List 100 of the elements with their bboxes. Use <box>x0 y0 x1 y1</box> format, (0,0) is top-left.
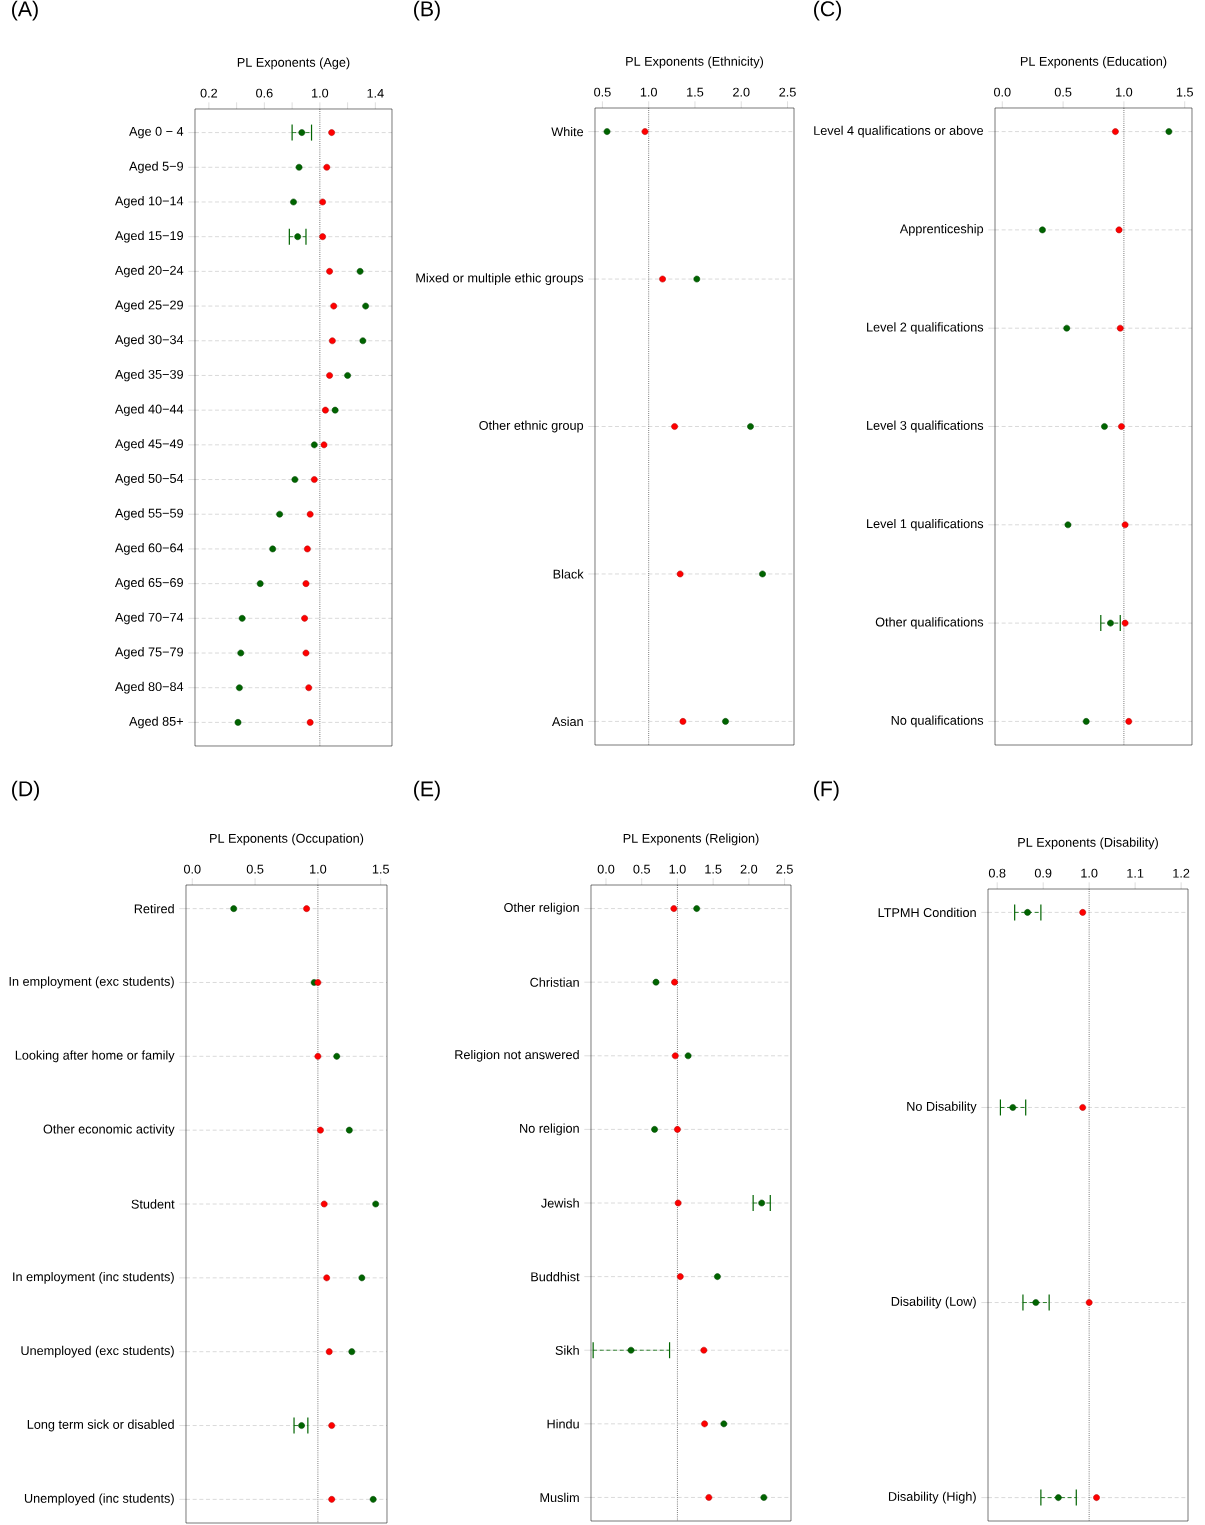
point <box>1093 1494 1100 1501</box>
point <box>1039 226 1046 234</box>
point <box>1032 1299 1040 1306</box>
x-tick-label: 0.5 <box>1054 87 1072 97</box>
y-tick-label: Unemployed (inc students) <box>24 1493 174 1506</box>
point <box>1085 1299 1093 1306</box>
point <box>322 406 329 414</box>
point <box>344 372 351 379</box>
point <box>670 905 678 912</box>
y-tick-label: Aged 70−74 <box>114 612 184 625</box>
y-tick-label: Aged 60−64 <box>114 543 184 555</box>
point <box>1024 909 1031 916</box>
y-tick-label: In employment (inc students) <box>13 1271 174 1284</box>
x-tick-label: 0.6 <box>256 88 273 98</box>
y-tick-label: Retired <box>134 903 174 914</box>
point <box>1009 1104 1017 1111</box>
y-tick-label: LTPMH Condition <box>878 907 976 918</box>
point <box>237 649 245 657</box>
point <box>356 268 364 275</box>
point <box>693 905 701 912</box>
y-tick-label: Jewish <box>541 1198 579 1208</box>
x-axis-title: PL Exponents (Disability) <box>1018 837 1158 850</box>
y-tick-label: Buddhist <box>531 1271 580 1282</box>
y-tick-label: Aged 45−49 <box>114 438 183 451</box>
point <box>310 441 318 449</box>
x-tick-label: 1.0 <box>1081 868 1098 878</box>
point <box>319 233 326 241</box>
point <box>1064 521 1072 529</box>
y-tick-label: Unemployed (exc students) <box>21 1345 174 1358</box>
point <box>671 1052 679 1060</box>
point <box>1121 521 1129 529</box>
x-tick-label: 2.0 <box>733 87 750 97</box>
point <box>627 1346 635 1354</box>
point <box>674 1199 682 1207</box>
point <box>333 1052 341 1060</box>
x-tick-label: 2.0 <box>740 864 758 874</box>
point <box>236 684 243 692</box>
y-tick-label: Aged 65−69 <box>114 577 183 590</box>
point <box>304 545 311 553</box>
point <box>760 1494 768 1501</box>
y-tick-label: Aged 80−84 <box>114 681 184 694</box>
point <box>295 163 303 171</box>
x-tick-label: 1.5 <box>705 864 722 874</box>
y-tick-label: Other religion <box>504 902 579 915</box>
point <box>302 580 310 587</box>
y-tick-label: Hindu <box>547 1419 579 1429</box>
x-tick-label: 1.5 <box>687 87 704 97</box>
point <box>290 198 297 206</box>
point <box>684 1052 692 1060</box>
chart-title: (C) <box>814 0 841 21</box>
x-tick-label: 1.5 <box>372 864 389 874</box>
point <box>714 1273 721 1280</box>
y-tick-label: Christian <box>530 977 579 987</box>
point <box>652 978 660 986</box>
point <box>693 275 701 283</box>
point <box>1115 226 1123 234</box>
point <box>291 476 299 483</box>
y-tick-label: Aged 55−59 <box>114 508 183 521</box>
y-tick-label: Mixed or multiple ethic groups <box>416 273 584 285</box>
x-tick-label: 2.5 <box>779 87 796 97</box>
y-tick-label: Black <box>553 569 584 579</box>
y-tick-label: Aged 25−29 <box>114 300 183 312</box>
x-tick-label: 0.2 <box>200 88 218 98</box>
y-tick-label: White <box>551 126 584 137</box>
point <box>362 302 369 310</box>
y-tick-label: Disability (Low) <box>891 1296 976 1309</box>
y-tick-label: Aged 35−39 <box>114 369 183 382</box>
x-axis-title: PL Exponents (Religion) <box>623 833 759 846</box>
x-tick-label: 1.2 <box>1173 868 1190 878</box>
point <box>700 1346 708 1354</box>
point <box>325 1348 333 1356</box>
y-tick-label: Aged 15−19 <box>114 230 183 243</box>
point <box>1112 128 1119 135</box>
point <box>234 719 242 726</box>
point <box>306 719 314 726</box>
point <box>358 1274 366 1282</box>
y-tick-label: Aged 20−24 <box>114 265 184 278</box>
x-tick-label: 1.0 <box>640 87 657 97</box>
point <box>276 510 283 518</box>
y-tick-label: Aged 85+ <box>129 716 183 729</box>
point <box>301 614 308 622</box>
y-tick-label: Student <box>131 1199 175 1209</box>
y-tick-label: In employment (exc students) <box>9 976 174 989</box>
point <box>330 302 338 310</box>
point <box>323 163 331 171</box>
y-tick-label: Level 3 qualifications <box>867 420 984 433</box>
point <box>705 1494 713 1501</box>
chart-title: (E) <box>414 780 440 801</box>
point <box>1082 718 1090 725</box>
point <box>1055 1494 1062 1501</box>
point <box>328 129 335 136</box>
point <box>326 372 333 379</box>
y-tick-label: Asian <box>551 716 583 727</box>
x-tick-label: 1.0 <box>1116 87 1133 97</box>
chart-title: (A) <box>12 0 38 21</box>
point <box>674 1126 681 1133</box>
x-axis-title: PL Exponents (Occupation) <box>210 833 364 846</box>
point <box>651 1126 658 1133</box>
y-tick-label: Level 1 qualifications <box>867 518 984 531</box>
point <box>758 1199 766 1207</box>
